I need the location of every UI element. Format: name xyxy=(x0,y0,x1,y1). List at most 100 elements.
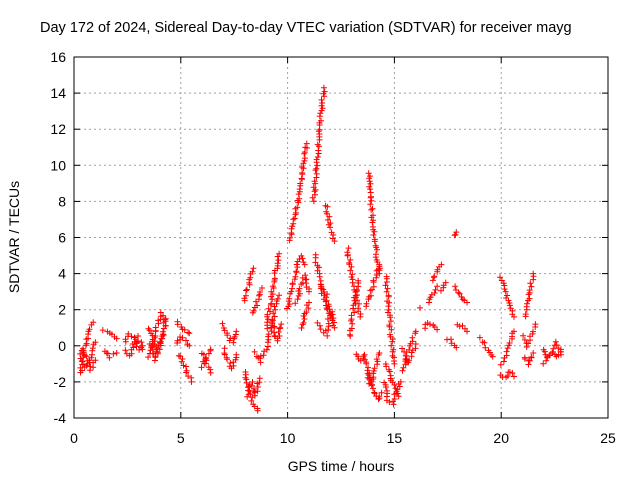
data-point xyxy=(298,175,305,182)
data-point xyxy=(268,288,275,295)
data-point xyxy=(489,353,496,360)
data-point xyxy=(160,312,166,319)
data-point xyxy=(252,389,258,396)
data-point xyxy=(324,203,331,210)
data-point xyxy=(296,285,303,292)
data-point xyxy=(314,154,321,160)
data-point xyxy=(106,354,113,361)
data-point xyxy=(181,326,188,333)
data-point xyxy=(546,352,553,359)
data-point xyxy=(186,330,193,337)
data-point xyxy=(452,231,459,238)
data-point xyxy=(412,341,419,347)
data-point xyxy=(185,329,192,336)
x-tick-label: 20 xyxy=(493,430,509,446)
data-point xyxy=(329,311,336,318)
data-point xyxy=(226,337,233,344)
data-point xyxy=(274,253,281,260)
data-point xyxy=(243,379,250,386)
data-point xyxy=(313,170,320,177)
data-point xyxy=(376,393,383,400)
data-point xyxy=(525,291,532,298)
data-point xyxy=(299,321,306,328)
data-point xyxy=(286,295,293,302)
y-tick-label: 12 xyxy=(50,121,66,137)
data-point xyxy=(316,322,323,329)
data-point xyxy=(395,393,402,400)
data-point xyxy=(371,228,378,235)
data-point xyxy=(92,339,99,346)
data-point xyxy=(500,358,507,365)
data-point xyxy=(162,322,169,329)
data-point xyxy=(268,300,275,307)
data-point xyxy=(221,351,228,358)
data-point xyxy=(293,261,300,268)
data-point xyxy=(233,351,240,358)
data-point xyxy=(248,397,255,404)
data-point xyxy=(384,285,391,292)
y-tick-label: 6 xyxy=(58,230,66,246)
data-point xyxy=(219,320,226,327)
data-point xyxy=(387,318,394,325)
data-point xyxy=(271,275,278,282)
data-point xyxy=(541,348,548,355)
data-point xyxy=(370,277,377,284)
data-point xyxy=(251,348,258,355)
data-point xyxy=(504,345,511,352)
data-point xyxy=(325,221,332,228)
data-point xyxy=(160,332,167,338)
data-point xyxy=(386,299,393,306)
data-point xyxy=(431,273,438,280)
data-point xyxy=(276,250,283,257)
data-point xyxy=(324,216,331,223)
data-point xyxy=(525,340,532,347)
data-point xyxy=(352,292,359,299)
data-point xyxy=(432,286,439,293)
data-point xyxy=(159,335,165,342)
data-point xyxy=(145,325,152,332)
data-point xyxy=(275,257,282,264)
data-point xyxy=(374,246,380,253)
data-point xyxy=(162,315,169,322)
data-point xyxy=(370,367,377,374)
data-point xyxy=(288,225,295,232)
data-point xyxy=(128,333,135,340)
data-point xyxy=(288,288,295,295)
data-point xyxy=(389,338,396,345)
data-point xyxy=(506,302,513,309)
data-point xyxy=(296,256,303,262)
data-point xyxy=(324,332,331,339)
data-point xyxy=(396,383,403,390)
data-point xyxy=(366,178,373,185)
data-point xyxy=(298,164,305,170)
data-point xyxy=(520,332,527,339)
data-point xyxy=(233,328,240,335)
data-point xyxy=(434,326,441,333)
data-point xyxy=(511,328,517,335)
data-point xyxy=(316,264,322,271)
data-point xyxy=(174,337,181,344)
data-point xyxy=(104,350,111,357)
data-point xyxy=(274,295,281,302)
data-point xyxy=(257,359,264,366)
data-point xyxy=(256,375,263,382)
data-point xyxy=(324,316,331,322)
data-point xyxy=(555,345,562,352)
data-point xyxy=(506,340,513,346)
data-point xyxy=(369,205,376,212)
data-point xyxy=(325,303,332,310)
data-point xyxy=(382,282,389,289)
data-point xyxy=(481,339,488,346)
data-point xyxy=(257,289,263,295)
data-point xyxy=(110,350,117,357)
data-point xyxy=(185,373,192,380)
data-point xyxy=(400,364,407,371)
data-point xyxy=(392,385,399,392)
data-point xyxy=(179,334,186,341)
data-point xyxy=(139,346,146,353)
data-point xyxy=(331,238,338,245)
data-point xyxy=(383,363,390,370)
data-point xyxy=(135,338,141,344)
data-point xyxy=(161,316,168,323)
data-point xyxy=(530,328,536,335)
